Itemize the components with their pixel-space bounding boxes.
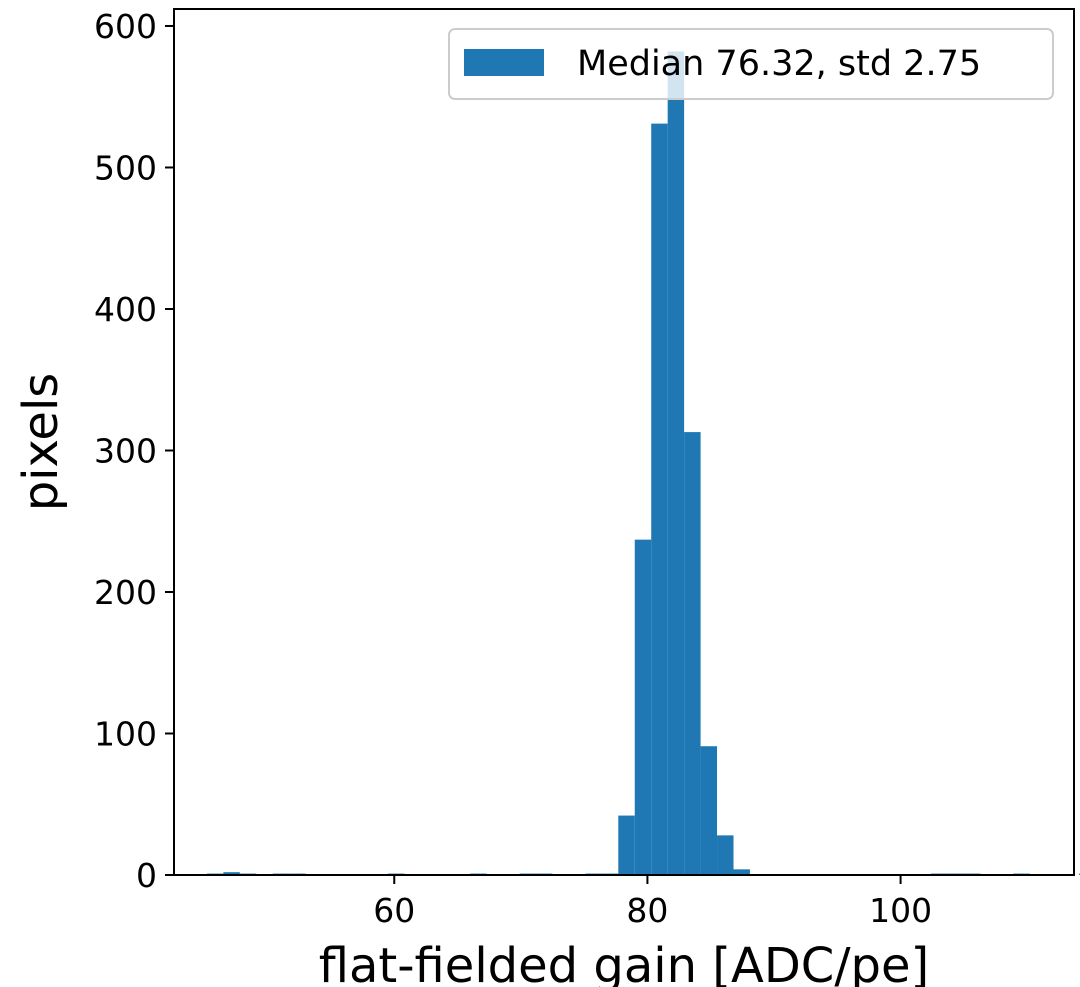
- histogram-bar: [700, 746, 718, 875]
- legend-swatch: [464, 49, 544, 76]
- y-axis-ticks: 0 100 200 300 400 500 600: [94, 7, 174, 895]
- y-tick-label: 0: [136, 856, 157, 895]
- x-tick-label: 100: [869, 891, 932, 930]
- axes-frame: [173, 8, 1075, 876]
- x-tick-label: 80: [626, 891, 668, 930]
- y-tick-label: 500: [94, 148, 157, 187]
- y-axis-title: pixels: [13, 373, 69, 512]
- histogram-bar: [651, 123, 668, 876]
- y-tick-label: 100: [94, 714, 157, 753]
- x-axis-title: flat-fielded gain [ADC/pe]: [319, 938, 929, 987]
- y-tick-label: 400: [94, 290, 157, 329]
- histogram-bar: [733, 869, 750, 875]
- legend: Median 76.32, std 2.75: [448, 28, 1054, 100]
- histogram-bar: [717, 835, 734, 875]
- x-axis-ticks: 60 80 100: [373, 875, 932, 930]
- histogram-bar: [667, 51, 685, 875]
- x-tick-label: 60: [373, 891, 415, 930]
- y-tick-label: 200: [94, 573, 157, 612]
- histogram-bar: [684, 432, 701, 875]
- histogram-bar: [223, 872, 240, 875]
- histogram-bar: [618, 815, 635, 875]
- y-tick-label: 300: [94, 431, 157, 470]
- legend-label: Median 76.32, std 2.75: [577, 44, 981, 84]
- y-tick-label: 600: [94, 7, 157, 46]
- histogram-bar: [634, 539, 652, 875]
- histogram-bars: [206, 51, 1080, 876]
- legend-box: [448, 28, 1054, 100]
